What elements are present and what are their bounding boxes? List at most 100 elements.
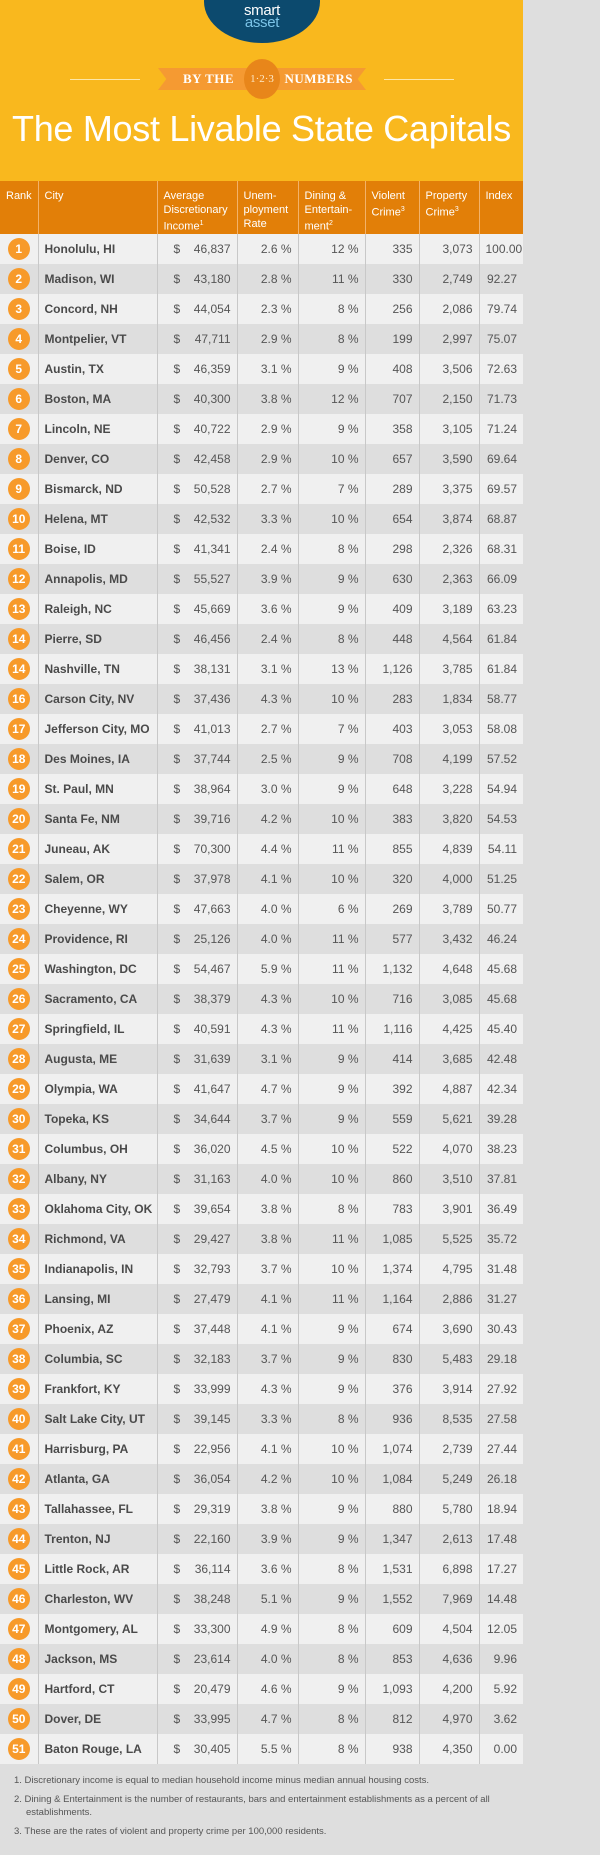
column-header: Index [478,181,523,234]
cell-violent-crime: 708 [364,744,419,774]
cell-dining: 13 % [297,654,365,684]
rank-badge: 46 [7,1588,30,1610]
cell-unemployment: 2.6 % [236,234,298,264]
cell-violent-crime: 853 [364,1644,419,1674]
numbers-badge: 1·2·3 [244,59,280,99]
cell-dining: 8 % [297,1194,365,1224]
cell-violent-crime: 577 [364,924,419,954]
cell-dining: 8 % [297,324,365,354]
cell-dining: 10 % [297,804,365,834]
income-value: 22,160 [193,1532,231,1546]
cell-income: $54,467 [156,954,237,984]
cell-rank: 35 [0,1254,38,1284]
cell-dining: 7 % [297,474,365,504]
income-value: 29,427 [193,1232,231,1246]
income-value: 70,300 [193,842,231,856]
cell-rank: 36 [0,1284,38,1314]
table-row: 42 Atlanta, GA $36,054 4.2 % 10 % 1,084 5,249 2… [0,1464,523,1494]
table-row: 2 Madison, WI $43,180 2.8 % 11 % 330 2,749 92.2… [0,264,523,294]
income-value: 38,379 [193,992,231,1006]
rank-badge: 14 [7,658,30,680]
cell-property-crime: 4,970 [418,1704,479,1734]
cell-income: $33,300 [156,1614,237,1644]
cell-dining: 11 % [297,924,365,954]
rank-badge: 48 [7,1648,30,1670]
income-value: 31,639 [193,1052,231,1066]
currency-symbol: $ [173,422,181,436]
cell-unemployment: 3.3 % [236,1404,298,1434]
cell-rank: 2 [0,264,38,294]
currency-symbol: $ [173,962,181,976]
cell-property-crime: 2,363 [418,564,479,594]
cell-city: Columbia, SC [37,1344,157,1374]
cell-income: $37,744 [156,744,237,774]
cell-dining: 12 % [297,234,365,264]
footnote: 2. Dining & Entertainment is the number … [14,1794,490,1818]
cell-rank: 48 [0,1644,38,1674]
cell-index: 58.77 [478,684,523,714]
cell-dining: 9 % [297,1524,365,1554]
currency-symbol: $ [173,1292,181,1306]
income-value: 31,163 [193,1172,231,1186]
footnote: 3. These are the rates of violent and pr… [14,1826,327,1837]
cell-violent-crime: 783 [364,1194,419,1224]
cell-rank: 37 [0,1314,38,1344]
rank-badge: 6 [7,388,30,410]
cell-index: 72.63 [478,354,523,384]
cell-rank: 49 [0,1674,38,1704]
cell-city: Santa Fe, NM [37,804,157,834]
cell-income: $40,591 [156,1014,237,1044]
currency-symbol: $ [173,872,181,886]
cell-dining: 11 % [297,264,365,294]
cell-property-crime: 3,432 [418,924,479,954]
cell-violent-crime: 522 [364,1134,419,1164]
rankings-table: Rank City Average Discretionary Income1 Une… [0,181,523,1764]
cell-city: Denver, CO [37,444,157,474]
currency-symbol: $ [173,1142,181,1156]
cell-property-crime: 3,789 [418,894,479,924]
rank-badge: 21 [7,838,30,860]
rank-badge: 31 [7,1138,30,1160]
cell-violent-crime: 383 [364,804,419,834]
column-label: Violent Crime [371,190,405,219]
cell-unemployment: 3.1 % [236,1044,298,1074]
cell-dining: 10 % [297,1464,365,1494]
cell-city: Trenton, NJ [37,1524,157,1554]
cell-violent-crime: 830 [364,1344,419,1374]
income-value: 40,591 [193,1022,231,1036]
cell-property-crime: 2,997 [418,324,479,354]
table-row: 41 Harrisburg, PA $22,956 4.1 % 10 % 1,074 2,7… [0,1434,523,1464]
cell-violent-crime: 289 [364,474,419,504]
cell-property-crime: 3,590 [418,444,479,474]
cell-property-crime: 3,510 [418,1164,479,1194]
cell-income: $31,639 [156,1044,237,1074]
income-value: 40,722 [193,422,231,436]
cell-dining: 8 % [297,1734,365,1764]
cell-property-crime: 3,690 [418,1314,479,1344]
rank-badge: 51 [7,1738,30,1760]
income-value: 37,978 [193,872,231,886]
table-row: 25 Washington, DC $54,467 5.9 % 11 % 1,132 4,6… [0,954,523,984]
rank-badge: 12 [7,568,30,590]
income-value: 41,647 [193,1082,231,1096]
banner-right-text: NUMBERS [284,71,353,86]
footnotes: 1. Discretionary income is equal to medi… [0,1764,523,1838]
rank-badge: 29 [7,1078,30,1100]
rank-badge: 25 [7,958,30,980]
cell-property-crime: 4,564 [418,624,479,654]
currency-symbol: $ [173,1742,181,1756]
currency-symbol: $ [173,572,181,586]
cell-city: Pierre, SD [37,624,157,654]
cell-index: 42.48 [478,1044,523,1074]
cell-rank: 11 [0,534,38,564]
cell-unemployment: 4.6 % [236,1674,298,1704]
cell-rank: 25 [0,954,38,984]
cell-dining: 8 % [297,294,365,324]
income-value: 41,013 [193,722,231,736]
income-value: 50,528 [193,482,231,496]
cell-unemployment: 3.8 % [236,1224,298,1254]
cell-city: Indianapolis, IN [37,1254,157,1284]
cell-unemployment: 2.5 % [236,744,298,774]
cell-violent-crime: 812 [364,1704,419,1734]
cell-property-crime: 5,621 [418,1104,479,1134]
